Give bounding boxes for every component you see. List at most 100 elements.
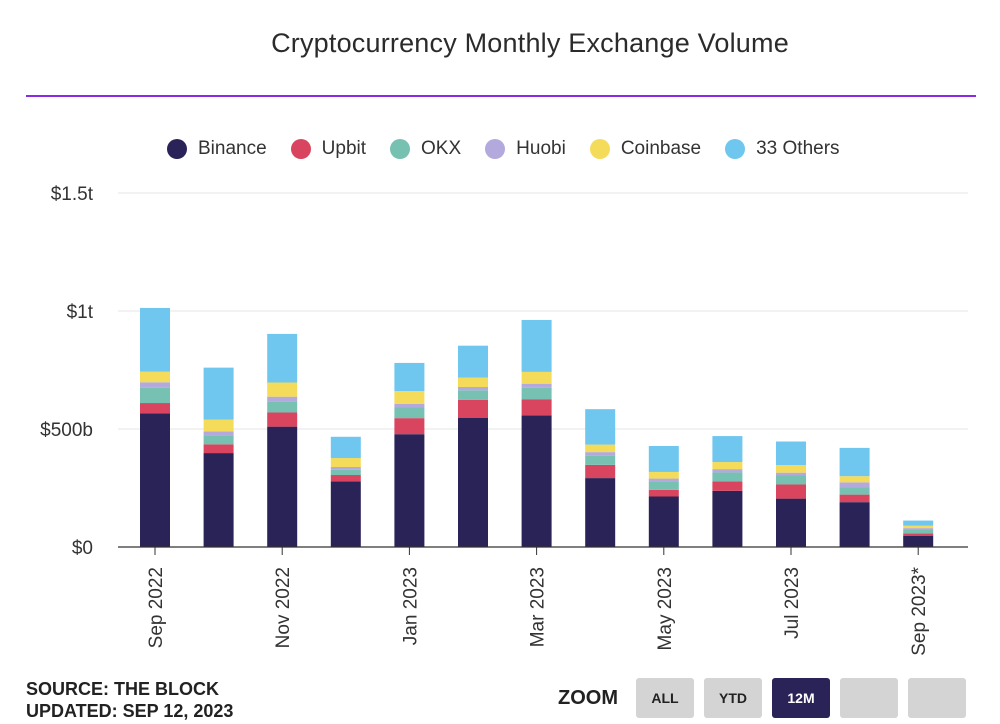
bar-segment[interactable]: Coinbase May 2023: 28 bbox=[648, 471, 679, 479]
bar-segment[interactable]: OKX May 2023: 36 bbox=[648, 481, 679, 490]
updated-note: UPDATED: SEP 12, 2023 bbox=[26, 701, 234, 721]
bar-segment[interactable]: Binance Jan 2023: 478 bbox=[394, 434, 425, 547]
bar-segment[interactable]: Huobi Nov 2022: 21 bbox=[267, 396, 298, 402]
x-tick-label: May 2023 bbox=[655, 567, 676, 650]
bar-segment[interactable]: Upbit Mar 2023: 67 bbox=[521, 399, 552, 416]
bar-segment[interactable]: 33 Others Nov 2022: 206 bbox=[267, 333, 298, 383]
bar-segment[interactable]: 33 Others May 2023: 110 bbox=[648, 445, 679, 472]
bar-segment[interactable]: Upbit Jan 2023: 68 bbox=[394, 418, 425, 435]
bar-segment[interactable]: Upbit Apr 2023: 56 bbox=[585, 464, 616, 479]
legend-item-others[interactable]: 33 Others bbox=[725, 138, 840, 160]
bar-segment[interactable]: 33 Others Sep 2022: 270 bbox=[140, 307, 170, 372]
bar-segment[interactable]: OKX Mar 2023: 50 bbox=[521, 387, 552, 400]
bar-segment[interactable]: OKX Nov 2022: 46 bbox=[267, 401, 298, 413]
bar-segment[interactable]: OKX Aug 2023: 30 bbox=[839, 487, 870, 495]
zoom-extra-button-1[interactable] bbox=[840, 678, 898, 718]
bar-segment[interactable]: Huobi Sep 2022: 23 bbox=[140, 382, 170, 388]
bar-segment[interactable]: Huobi Mar 2023: 17 bbox=[521, 383, 552, 388]
bar-segment[interactable]: Coinbase Jun 2023: 30 bbox=[712, 462, 743, 470]
bar-segment[interactable]: 33 Others Aug 2023: 120 bbox=[839, 447, 870, 477]
bar-segment[interactable]: 33 Others Dec 2022: 90 bbox=[330, 436, 361, 459]
bar-segment[interactable]: Coinbase Aug 2023: 26 bbox=[839, 476, 870, 483]
bar-segment[interactable]: Upbit Dec 2022: 27 bbox=[330, 475, 361, 482]
legend-swatch-coinbase bbox=[589, 139, 610, 159]
bar-segment[interactable]: Coinbase Sep 2022: 45 bbox=[140, 371, 170, 383]
bar-segment[interactable]: Binance Jun 2023: 238 bbox=[712, 490, 743, 547]
bar-segment[interactable]: OKX Dec 2022: 22 bbox=[330, 469, 361, 476]
bar-segment[interactable]: Binance Mar 2023: 558 bbox=[521, 415, 552, 547]
bar-segment[interactable]: Coinbase Apr 2023: 32 bbox=[585, 444, 616, 453]
bar-segment[interactable]: 33 Others Jun 2023: 110 bbox=[712, 436, 743, 463]
bar-segment[interactable]: OKX Jul 2023: 38 bbox=[776, 475, 806, 485]
legend-item-huobi[interactable]: Huobi bbox=[485, 138, 566, 160]
bar-segment[interactable]: Huobi Oct 2022: 17 bbox=[203, 431, 234, 436]
bar-segment[interactable]: Coinbase Oct 2022: 50 bbox=[203, 419, 234, 432]
bar-segment[interactable]: Upbit Oct 2022: 37 bbox=[203, 444, 234, 454]
bar-segment[interactable]: Coinbase Jan 2023: 55 bbox=[394, 391, 425, 404]
bar-segment[interactable]: 33 Others Apr 2023: 150 bbox=[585, 409, 616, 445]
bar-segment[interactable]: Binance Apr 2023: 292 bbox=[585, 478, 616, 547]
bar-segment[interactable]: Coinbase Sep 2023*: 10 bbox=[903, 525, 934, 529]
bar-segment[interactable]: Upbit Aug 2023: 32 bbox=[839, 494, 870, 503]
chart-legend: Binance Upbit OKX Huobi Coinbase 33 Othe… bbox=[167, 136, 864, 162]
bar-segment[interactable]: 33 Others Mar 2023: 220 bbox=[521, 319, 552, 372]
bar-segment[interactable]: 33 Others Oct 2022: 220 bbox=[203, 367, 234, 420]
bar-segment[interactable]: Binance Aug 2023: 190 bbox=[839, 502, 870, 547]
bar-segment[interactable]: Coinbase Dec 2022: 38 bbox=[330, 458, 361, 467]
bar-segment[interactable]: Huobi Dec 2022: 12 bbox=[330, 466, 361, 470]
legend-item-coinbase[interactable]: Coinbase bbox=[589, 138, 701, 160]
bar-segment[interactable]: OKX Feb 2023: 40 bbox=[458, 390, 488, 400]
bar-segment[interactable]: Binance Nov 2022: 510 bbox=[267, 426, 298, 547]
bar-segment[interactable]: OKX Oct 2022: 38 bbox=[203, 435, 234, 445]
x-tick-label: Jan 2023 bbox=[400, 567, 421, 645]
zoom-ytd-button[interactable]: YTD bbox=[704, 678, 762, 718]
bar-segment[interactable]: Huobi Jul 2023: 12 bbox=[776, 472, 806, 476]
bar-segment[interactable]: Binance Feb 2023: 548 bbox=[458, 417, 488, 547]
bar-segment[interactable]: Binance May 2023: 214 bbox=[648, 496, 679, 547]
bar-segment[interactable]: Upbit Sep 2022: 44 bbox=[140, 403, 170, 414]
zoom-all-button[interactable]: ALL bbox=[636, 678, 694, 718]
x-tick-label: Jul 2023 bbox=[782, 567, 803, 639]
bar-segment[interactable]: OKX Jun 2023: 38 bbox=[712, 472, 743, 482]
legend-item-binance[interactable]: Binance bbox=[167, 138, 267, 160]
bar-segment[interactable]: OKX Jan 2023: 45 bbox=[394, 407, 425, 419]
bar-segment[interactable]: OKX Sep 2022: 65 bbox=[140, 387, 170, 404]
chart-title: Cryptocurrency Monthly Exchange Volume bbox=[271, 28, 789, 58]
bar-segment[interactable]: Huobi Feb 2023: 14 bbox=[458, 386, 488, 391]
bar-segment[interactable]: Huobi Jun 2023: 14 bbox=[712, 469, 743, 473]
zoom-label: ZOOM bbox=[558, 686, 618, 709]
legend-item-okx[interactable]: OKX bbox=[390, 138, 461, 160]
bar-segment[interactable]: Upbit Sep 2023*: 9 bbox=[903, 533, 934, 536]
bar-segment[interactable]: Binance Sep 2022: 566 bbox=[140, 413, 170, 547]
bar-segment[interactable]: Upbit Jul 2023: 60 bbox=[776, 484, 806, 499]
bar-segment[interactable]: Coinbase Jul 2023: 32 bbox=[776, 465, 806, 473]
bar-segment[interactable]: OKX Apr 2023: 38 bbox=[585, 455, 616, 465]
y-tick-label: $500b bbox=[40, 420, 93, 441]
bar-segment[interactable]: Coinbase Mar 2023: 50 bbox=[521, 371, 552, 384]
bar-segment[interactable]: Huobi Sep 2023*: 8 bbox=[903, 528, 934, 531]
bar-segment[interactable]: Coinbase Nov 2022: 60 bbox=[267, 382, 298, 397]
bar-segment[interactable]: Upbit May 2023: 28 bbox=[648, 489, 679, 497]
bar-segment[interactable]: Huobi Apr 2023: 16 bbox=[585, 452, 616, 456]
legend-item-upbit[interactable]: Upbit bbox=[290, 138, 366, 160]
legend-label-others: 33 Others bbox=[756, 138, 840, 159]
bar-segment[interactable]: 33 Others Feb 2023: 135 bbox=[458, 345, 488, 378]
bar-segment[interactable]: Binance Jul 2023: 205 bbox=[776, 498, 806, 547]
bar-segment[interactable]: Binance Oct 2022: 398 bbox=[203, 453, 234, 547]
bar-segment[interactable]: OKX Sep 2023*: 15 bbox=[903, 530, 934, 534]
bar-segment[interactable]: Binance Sep 2023*: 48 bbox=[903, 535, 934, 547]
bar-segment[interactable]: Binance Dec 2022: 278 bbox=[330, 481, 361, 547]
bar-segment[interactable]: Huobi Jan 2023: 15 bbox=[394, 403, 425, 408]
bar-segment[interactable]: Upbit Feb 2023: 76 bbox=[458, 399, 488, 418]
bar-segment[interactable]: 33 Others Jan 2023: 119 bbox=[394, 362, 425, 392]
bar-segment[interactable]: Huobi Aug 2023: 22 bbox=[839, 482, 870, 488]
bar-segment[interactable]: Upbit Nov 2022: 60 bbox=[267, 412, 298, 427]
bar-segment[interactable]: Upbit Jun 2023: 40 bbox=[712, 481, 743, 491]
zoom-extra-button-2[interactable] bbox=[908, 678, 966, 718]
bar-segment[interactable]: Huobi May 2023: 12 bbox=[648, 478, 679, 482]
legend-label-okx: OKX bbox=[421, 138, 462, 159]
bar-segment[interactable]: 33 Others Sep 2023*: 22 bbox=[903, 520, 934, 526]
zoom-12m-button[interactable]: 12M bbox=[772, 678, 830, 718]
bar-segment[interactable]: Coinbase Feb 2023: 40 bbox=[458, 377, 488, 387]
bar-segment[interactable]: 33 Others Jul 2023: 100 bbox=[776, 441, 806, 466]
